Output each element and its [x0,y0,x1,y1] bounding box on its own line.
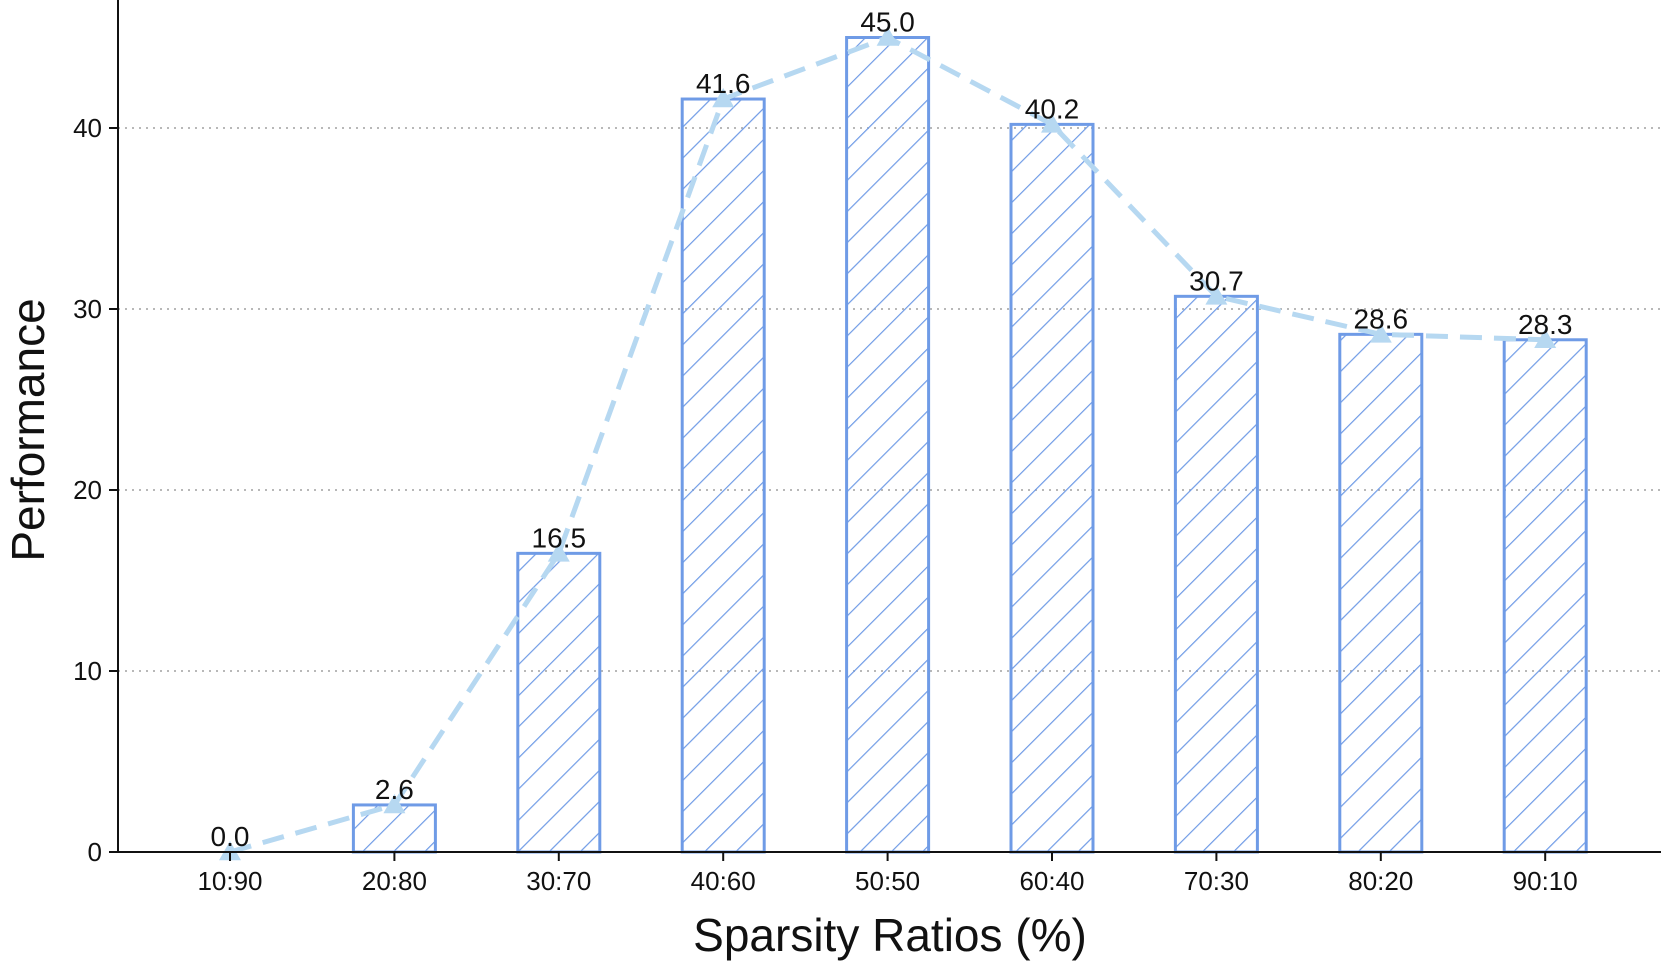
data-label: 0.0 [211,821,250,852]
data-label: 45.0 [860,7,915,38]
bar [1009,122,1095,854]
x-tick-label: 60:40 [1019,866,1084,896]
bar [516,551,602,854]
bar [1338,332,1424,854]
y-axis-title: Performance [2,298,54,561]
data-label: 28.6 [1354,303,1409,334]
trend-marker [1369,323,1392,343]
x-tick-label: 80:20 [1348,866,1413,896]
x-tick-label: 90:10 [1513,866,1578,896]
trend-marker [1534,328,1557,349]
axes [109,0,1661,861]
x-tick-label: 20:80 [362,866,427,896]
y-tick-label: 30 [73,294,102,324]
data-label: 28.3 [1518,309,1573,340]
trend-marker [1041,113,1063,133]
bar [1173,294,1259,854]
x-axis-title: Sparsity Ratios (%) [693,909,1087,961]
y-tick-label: 20 [73,475,102,505]
data-label: 2.6 [375,774,414,805]
x-tick-label: 10:90 [197,866,262,896]
y-tick-label: 10 [73,656,102,686]
trend-marker [712,88,735,108]
y-tick-label: 40 [73,113,102,143]
data-label: 16.5 [532,522,587,553]
x-tick-label: 30:70 [526,866,591,896]
trend-marker [1205,285,1228,305]
trend-line [219,26,1557,861]
bar [845,36,931,854]
x-tick-label: 70:30 [1184,866,1249,896]
data-labels: 0.0 2.6 16.5 41.6 45.0 40.2 30.7 28.6 28.3 [211,7,1573,853]
bar [680,97,766,854]
data-label: 41.6 [696,68,751,99]
data-label: 30.7 [1189,265,1244,296]
bar [1502,338,1588,854]
x-tick-label: 40:60 [691,866,756,896]
trend-marker [219,841,241,861]
tick-labels: 0 10 20 30 40 10:90 20:80 30:70 40:60 50:50 60:40 7… [73,113,1578,896]
trend-marker [383,793,406,814]
trend-marker [876,26,899,46]
x-tick-label: 50:50 [855,866,920,896]
trend-marker [547,542,570,562]
y-tick-label: 0 [88,837,102,867]
bars [351,36,1588,854]
data-label: 40.2 [1025,93,1080,124]
